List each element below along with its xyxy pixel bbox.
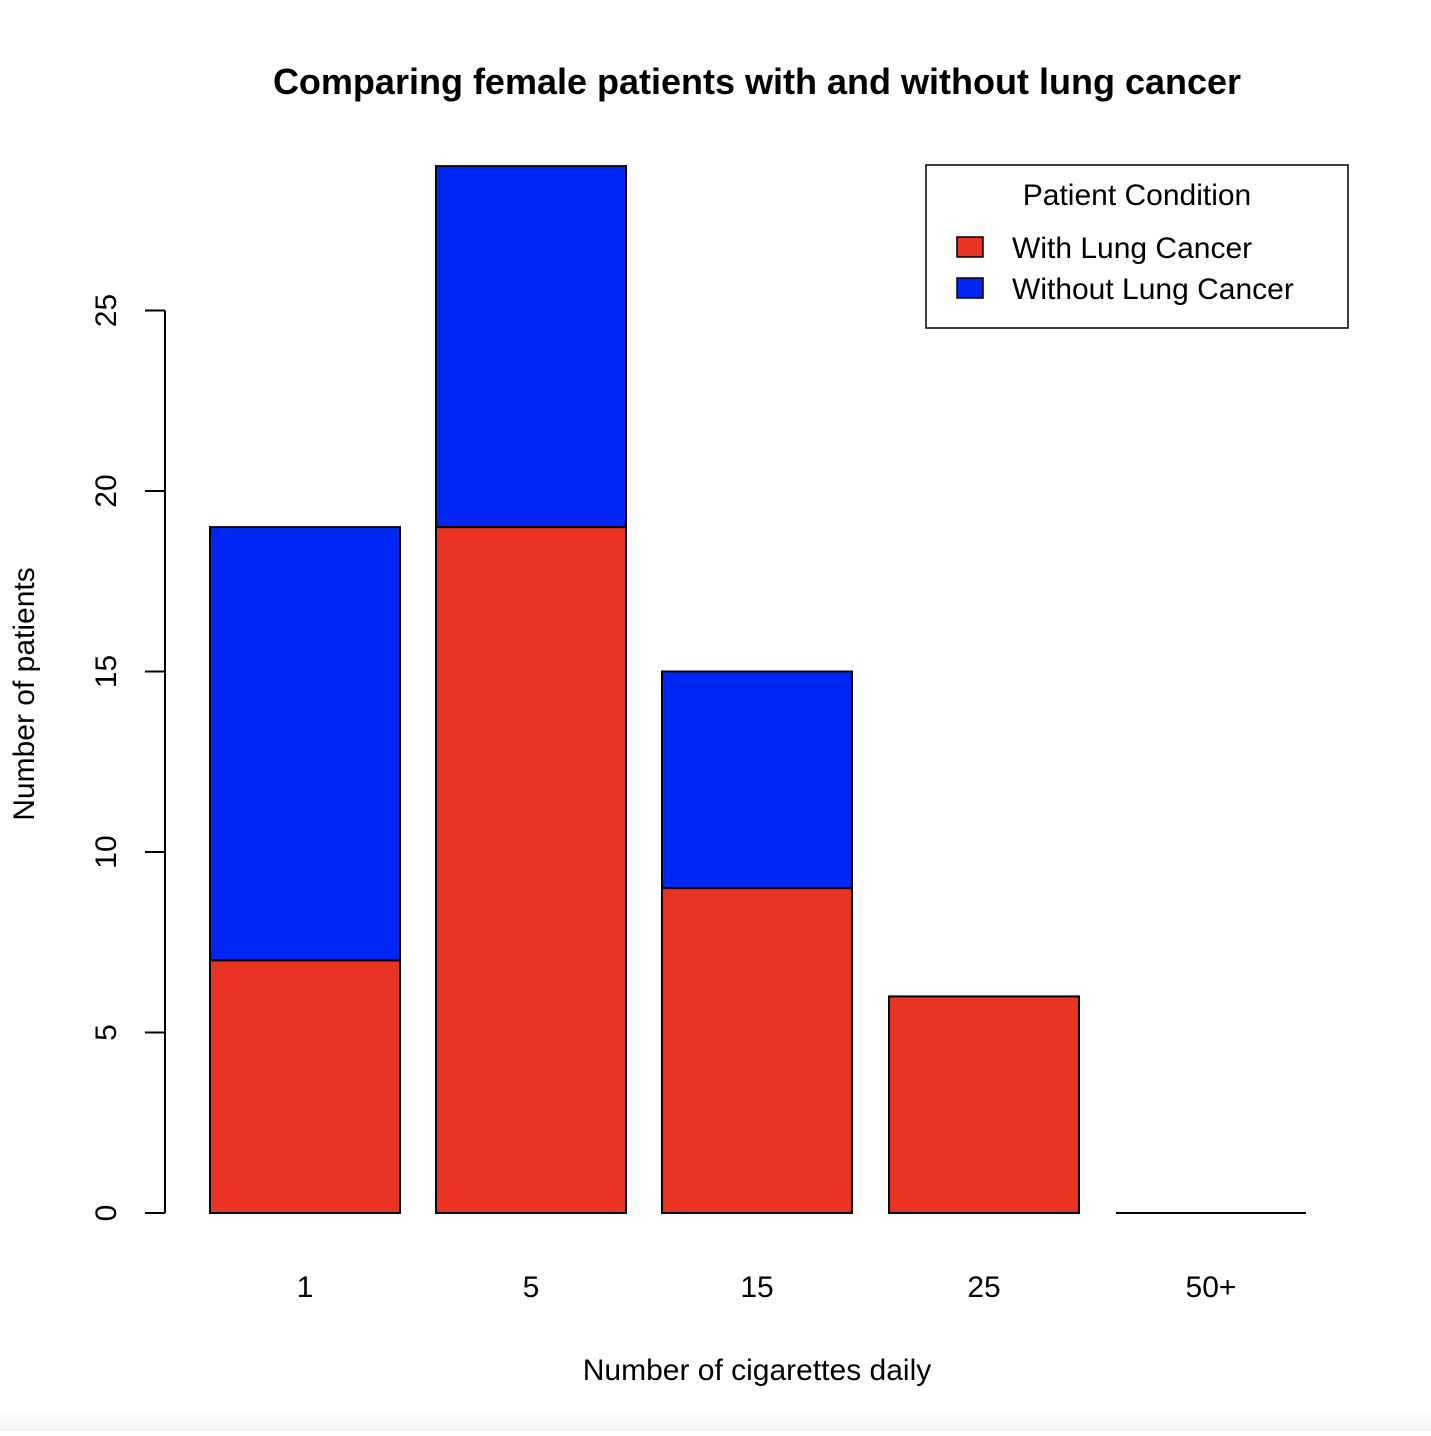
y-axis: 0 5 10 15 20 25	[90, 294, 166, 1222]
bar-with-lung-cancer-25	[888, 995, 1080, 1215]
legend-label-with-lung-cancer: With Lung Cancer	[1012, 232, 1252, 265]
legend-box	[925, 164, 1349, 329]
x-tick-label-1: 1	[297, 1271, 314, 1304]
plot-area	[209, 165, 1306, 1215]
bar-without-lung-cancer-5	[435, 165, 627, 529]
legend-swatch-without-lung-cancer	[956, 277, 984, 299]
y-tick-label-10: 10	[90, 835, 123, 868]
y-tick-label-15: 15	[90, 655, 123, 688]
x-tick-label-5: 5	[523, 1271, 540, 1304]
y-tick-label-25: 25	[90, 294, 123, 327]
legend: Patient Condition With Lung Cancer Withou…	[925, 164, 1349, 329]
legend-label-without-lung-cancer: Without Lung Cancer	[1012, 273, 1294, 306]
chart-title: Comparing female patients with and witho…	[273, 61, 1241, 102]
y-tick-label-0: 0	[90, 1205, 123, 1222]
x-tick-label-15: 15	[740, 1271, 773, 1304]
y-tick-label-5: 5	[90, 1024, 123, 1041]
bar-with-lung-cancer-1	[209, 959, 401, 1214]
bar-without-lung-cancer-15	[661, 670, 853, 890]
y-tick-label-20: 20	[90, 474, 123, 507]
x-axis-labels: 1 5 15 25 50+	[297, 1271, 1237, 1304]
bottom-edge-shadow	[0, 1411, 1431, 1431]
bar-without-lung-cancer-1	[209, 526, 401, 962]
bar-with-lung-cancer-15	[661, 887, 853, 1214]
x-axis-title: Number of cigarettes daily	[583, 1354, 932, 1387]
legend-items: With Lung Cancer Without Lung Cancer	[956, 232, 1294, 306]
legend-swatch-with-lung-cancer	[956, 236, 984, 258]
bar-with-lung-cancer-5	[435, 526, 627, 1214]
x-tick-label-50: 50+	[1186, 1271, 1237, 1304]
y-axis-title: Number of patients	[8, 567, 41, 820]
legend-title: Patient Condition	[1023, 179, 1252, 212]
x-tick-label-25: 25	[967, 1271, 1000, 1304]
